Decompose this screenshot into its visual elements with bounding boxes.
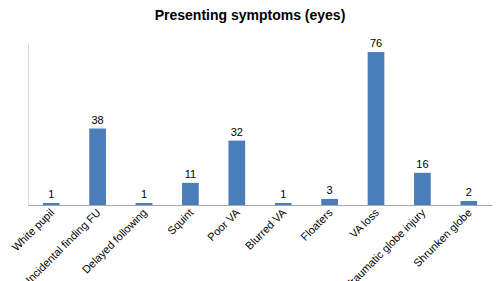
bars <box>43 52 477 205</box>
x-tick-label: Delayed following <box>80 206 149 275</box>
data-label: 32 <box>231 126 243 138</box>
x-tick: Floaters <box>298 206 335 243</box>
bar <box>368 52 385 205</box>
x-tick: Delayed following <box>80 206 149 275</box>
bar <box>228 141 245 205</box>
x-tick: Traumatic globe injury <box>343 206 428 281</box>
data-label: 1 <box>280 188 286 200</box>
x-tick-label: VA loss <box>347 206 381 240</box>
x-tick-label: Poor VA <box>205 206 242 243</box>
x-tick-label: Traumatic globe injury <box>343 206 428 281</box>
x-tick-label: White pupil <box>9 206 56 253</box>
data-labels: 138111321376162 <box>48 37 472 200</box>
data-label: 2 <box>466 186 472 198</box>
bar <box>414 173 431 205</box>
x-axis: White pupilIncidental finding FUDelayed … <box>9 206 492 281</box>
data-label: 11 <box>185 168 196 180</box>
x-tick-label: Squint <box>165 206 196 237</box>
title: Presenting symptoms (eyes) <box>155 7 346 23</box>
plot: White pupilIncidental finding FUDelayed … <box>9 37 492 281</box>
bar <box>43 203 60 205</box>
x-tick-label: Blurred VA <box>243 206 289 252</box>
x-tick: Blurred VA <box>243 206 289 252</box>
x-tick-label: Floaters <box>298 206 335 243</box>
x-tick: Poor VA <box>205 206 242 243</box>
y-axis-line <box>28 45 29 206</box>
x-tick: VA loss <box>347 206 381 240</box>
x-tick: White pupil <box>9 206 56 253</box>
bar <box>321 199 338 205</box>
data-label: 3 <box>327 184 333 196</box>
bar <box>182 183 199 205</box>
data-label: 76 <box>370 37 382 49</box>
x-axis-line <box>29 205 493 206</box>
bar <box>89 129 106 205</box>
x-tick-label: Shrunken globe <box>411 206 474 269</box>
bar <box>460 201 477 205</box>
y-axis <box>28 45 29 206</box>
data-label: 16 <box>416 158 428 170</box>
data-label: 38 <box>91 114 103 126</box>
bar <box>136 203 153 205</box>
bar <box>275 203 292 205</box>
data-label: 1 <box>141 188 147 200</box>
x-tick: Squint <box>165 206 196 237</box>
data-label: 1 <box>48 188 54 200</box>
x-tick: Shrunken globe <box>411 206 474 269</box>
chart: Presenting symptoms (eyes) White pupilInc… <box>0 0 500 281</box>
